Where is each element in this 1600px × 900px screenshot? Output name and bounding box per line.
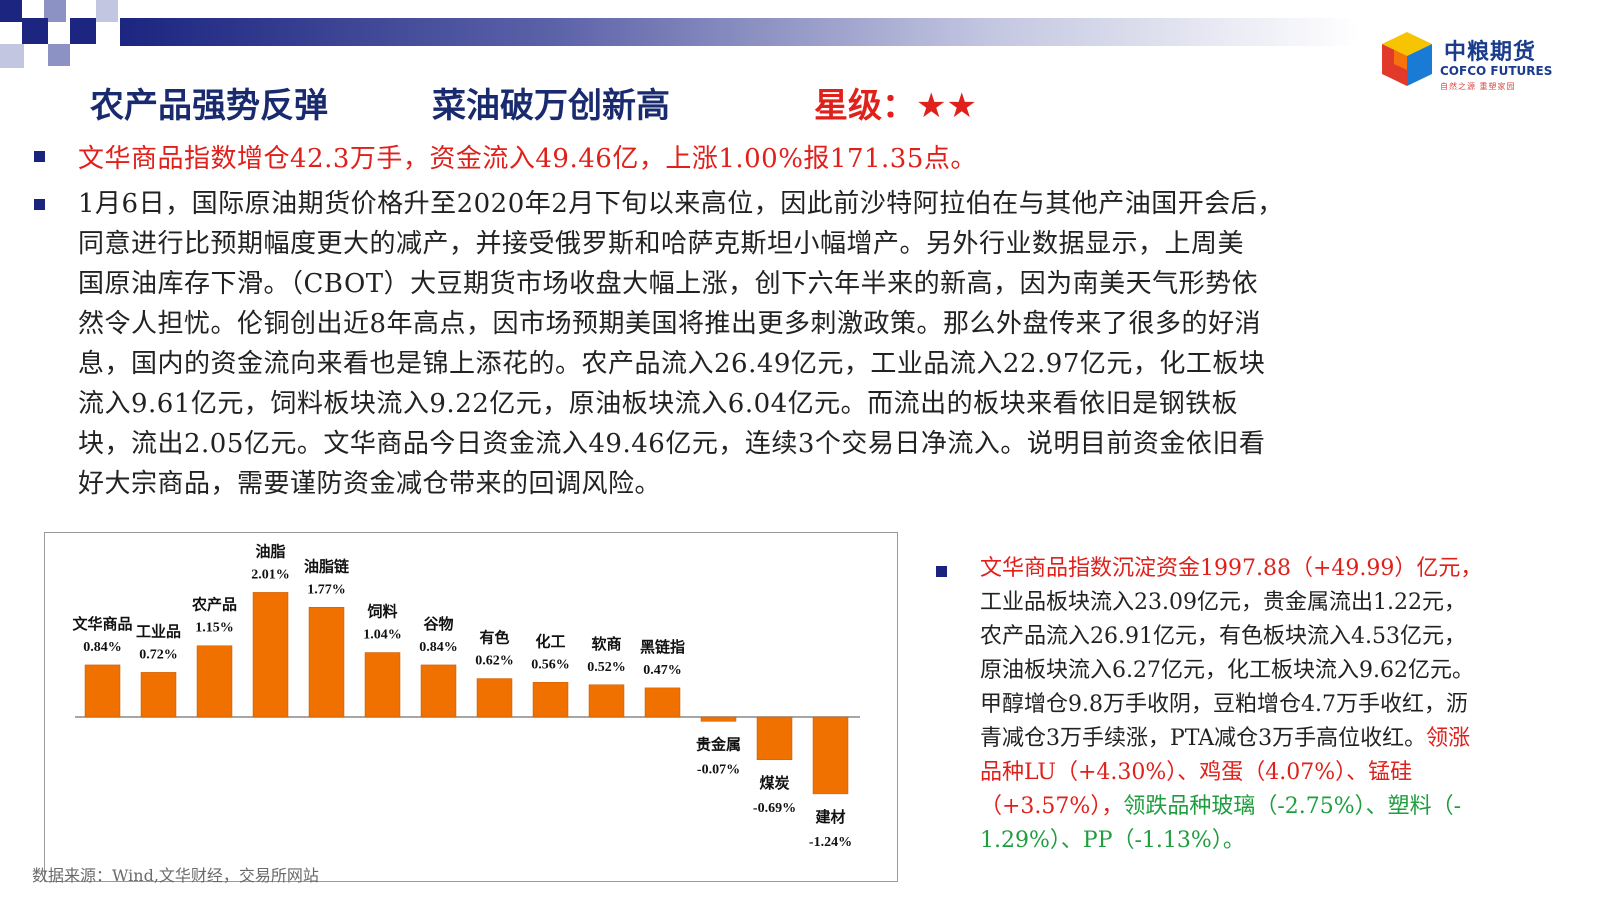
chart-bar <box>84 664 121 718</box>
chart-bar <box>812 716 849 795</box>
bullet3-segment: 领跌品种玻璃（-2.75%）、塑料（- <box>1123 794 1462 819</box>
chart-category-label: 贵金属 <box>696 735 741 753</box>
chart-value-label: 2.01% <box>251 567 290 582</box>
chart-bar <box>196 645 233 718</box>
title-part2: 菜油破万创新高 <box>432 86 670 126</box>
bullet3-line: 农产品流入26.91亿元，有色板块流入4.53亿元， <box>980 624 1466 649</box>
bullet-marker <box>936 566 947 577</box>
bullet1-text: 文华商品指数增仓42.3万手，资金流入49.46亿，上涨1.00%报171.35… <box>78 144 977 174</box>
logo-cn-text: 中粮期货 <box>1444 40 1537 65</box>
chart-value-label: 0.72% <box>139 647 178 662</box>
chart-bar <box>756 716 793 761</box>
chart-value-label: 1.77% <box>307 582 346 597</box>
chart-category-label: 文华商品 <box>72 615 132 633</box>
bar-chart-svg: 文华商品 0.84% 工业品 0.72% 农产品 1.15% 油脂 2.01% 油脂链 1.77%… <box>72 542 860 850</box>
chart-category-label: 有色 <box>479 629 509 647</box>
chart-bar <box>700 716 737 722</box>
logo-slogan: 自然之源 重塑家园 <box>1440 82 1516 91</box>
chart-category-label: 煤炭 <box>759 774 789 792</box>
cofco-cube-icon <box>1382 32 1432 86</box>
chart-bar <box>532 682 569 718</box>
chart-category-label: 工业品 <box>136 622 181 640</box>
chart-bar <box>308 607 345 718</box>
bullet-marker <box>34 199 45 210</box>
bullet2-line: 然令人担忧。伦铜创出近8年高点，因市场预期美国将推出更多刺激政策。那么外盘传来了… <box>78 309 1262 339</box>
chart-category-label: 饲料 <box>366 603 397 621</box>
chart-value-label: -1.24% <box>809 835 852 850</box>
chart-category-label: 软商 <box>591 635 621 653</box>
chart-value-label: 1.15% <box>195 621 234 636</box>
cofco-logo: 中粮期货 COFCO FUTURES 自然之源 重塑家园 <box>1376 28 1576 98</box>
chart-category-label: 谷物 <box>423 615 453 633</box>
chart-value-label: 0.47% <box>643 663 682 678</box>
chart-category-label: 农产品 <box>191 596 237 614</box>
bullet2-paragraph: 1月6日，国际原油期货价格升至2020年2月下旬以来高位，因此前沙特阿拉伯在与其… <box>78 184 1568 504</box>
data-source-note: 数据来源：Wind,文华财经，交易所网站 <box>32 866 319 885</box>
logo-en-text: COFCO FUTURES <box>1440 64 1553 78</box>
header-gradient-bar <box>120 18 1360 46</box>
bullet2-line: 流入9.61亿元，饲料板块流入9.22亿元，原油板块流入6.04亿元。而流出的板… <box>78 389 1239 419</box>
bullet3-segment: （+3.57%）， <box>980 794 1124 819</box>
chart-value-label: 0.84% <box>419 640 458 655</box>
bullet3-segment: 青减仓3万手续涨，PTA减仓3万手高位收红。 <box>980 726 1427 751</box>
chart-bar <box>588 684 625 718</box>
bullet2-line: 好大宗商品，需要谨防资金减仓带来的回调风险。 <box>78 469 662 499</box>
bullet3-segment: 领涨 <box>1426 726 1471 751</box>
bullet2-line: 同意进行比预期幅度更大的减产，并接受俄罗斯和哈萨克斯坦小幅增产。另外行业数据显示… <box>78 229 1245 259</box>
chart-category-label: 建材 <box>815 808 845 826</box>
chart-value-label: 0.52% <box>587 660 626 675</box>
chart-bar <box>252 592 289 718</box>
chart-bar <box>364 652 401 718</box>
chart-category-label: 油脂 <box>255 542 285 560</box>
bullet3-line: 品种LU（+4.30%）、鸡蛋（4.07%）、锰硅 <box>980 760 1413 785</box>
chart-bar <box>140 672 177 718</box>
chart-bar <box>644 687 681 718</box>
bullet3-line: 1.29%）、PP（-1.13%）。 <box>980 828 1245 853</box>
bullet3-line: 青减仓3万手续涨，PTA减仓3万手高位收红。领涨 <box>980 722 1600 756</box>
chart-category-label: 油脂链 <box>304 557 350 575</box>
bullet3-paragraph: 文华商品指数沉淀资金1997.88（+49.99）亿元， 工业品板块流入23.0… <box>980 552 1600 858</box>
sector-change-chart: 文华商品 0.84% 工业品 0.72% 农产品 1.15% 油脂 2.01% 油脂链 1.77%… <box>44 532 898 882</box>
bullet2-line: 息，国内的资金流向来看也是锦上添花的。农产品流入26.49亿元，工业品流入22.… <box>78 349 1266 379</box>
chart-value-label: 0.62% <box>475 654 514 669</box>
bullet-marker <box>34 151 45 162</box>
title-part1: 农产品强势反弹 <box>90 86 328 126</box>
rating-label: 星级：★★ <box>814 86 977 126</box>
bullet3-line: （+3.57%），领跌品种玻璃（-2.75%）、塑料（- <box>980 790 1600 824</box>
chart-value-label: 0.84% <box>83 640 122 655</box>
bullet2-line: 1月6日，国际原油期货价格升至2020年2月下旬以来高位，因此前沙特阿拉伯在与其… <box>78 189 1284 219</box>
chart-value-label: 0.56% <box>531 657 570 672</box>
bullet2-line: 国原油库存下滑。（CBOT）大豆期货市场收盘大幅上涨，创下六年半来的新高，因为南… <box>78 269 1259 299</box>
chart-value-label: 1.04% <box>363 628 402 643</box>
chart-value-label: -0.07% <box>697 762 740 777</box>
chart-category-label: 化工 <box>535 632 565 650</box>
bullet3-line: 文华商品指数沉淀资金1997.88（+49.99）亿元， <box>980 556 1483 581</box>
bullet3-line: 原油板块流入6.27亿元，化工板块流入9.62亿元。 <box>980 658 1474 683</box>
bullet3-line: 甲醇增仓9.8万手收阴，豆粕增仓4.7万手收红，沥 <box>980 692 1468 717</box>
chart-value-label: -0.69% <box>753 801 796 816</box>
bullet2-line: 块，流出2.05亿元。文华商品今日资金流入49.46亿元，连续3个交易日净流入。… <box>78 429 1266 459</box>
chart-bar <box>476 678 513 718</box>
chart-bar <box>420 664 457 718</box>
chart-category-label: 黑链指 <box>640 638 685 656</box>
bullet3-line: 工业品板块流入23.09亿元，贵金属流出1.22元， <box>980 590 1466 615</box>
